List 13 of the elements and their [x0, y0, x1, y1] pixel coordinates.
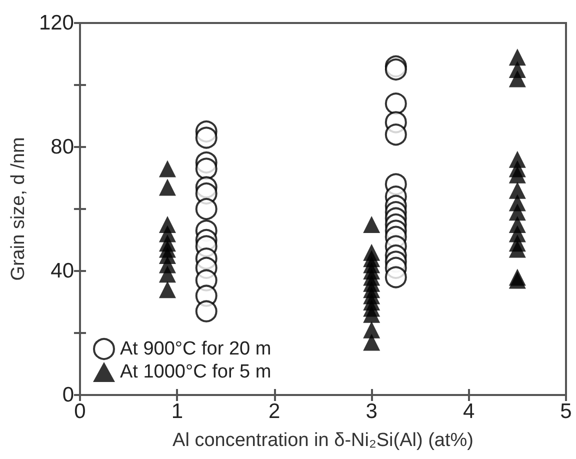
- y-tick-label: 120: [38, 12, 74, 34]
- x-axis-title: Al concentration in δ-Ni₂Si(Al) (at%): [172, 430, 474, 451]
- y-tick-label: 80: [50, 136, 74, 158]
- y-tick-label: 0: [62, 384, 74, 406]
- x-tick-label: 1: [171, 400, 184, 423]
- x-tick-label: 4: [462, 400, 475, 423]
- legend-label: At 900°C for 20 m: [120, 338, 272, 360]
- x-tick-label: 2: [268, 400, 280, 423]
- x-tick-label: 3: [366, 400, 378, 423]
- x-tick-label: 5: [560, 400, 572, 423]
- y-tick-label: 40: [50, 260, 74, 282]
- y-axis-title: Grain size, d /nm: [8, 137, 30, 281]
- legend-label: At 1000°C for 5 m: [120, 362, 272, 382]
